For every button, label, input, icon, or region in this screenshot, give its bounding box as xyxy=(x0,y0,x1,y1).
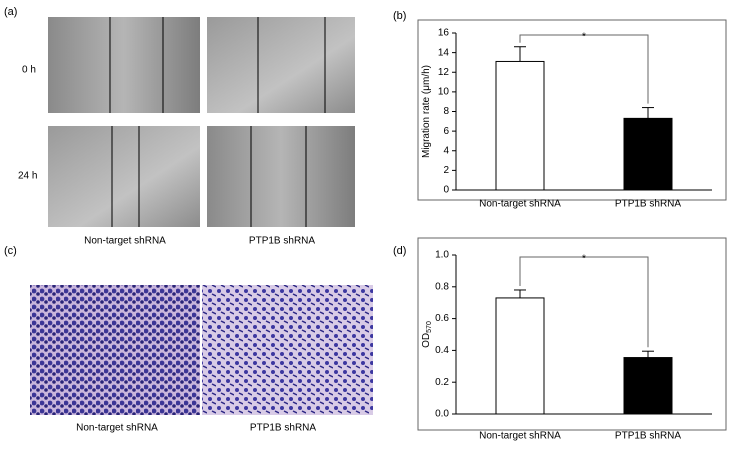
y-tick-label: 0.4 xyxy=(435,345,449,356)
panel-label: (d) xyxy=(393,245,406,257)
y-tick-label: 0.6 xyxy=(435,313,449,324)
micrograph xyxy=(48,17,200,113)
y-tick-label: 12 xyxy=(438,67,450,78)
micrograph xyxy=(207,126,355,227)
y-tick-label: 0.2 xyxy=(435,377,449,388)
micrograph xyxy=(207,17,355,113)
x-tick-label: PTP1B shRNA xyxy=(615,199,681,210)
x-tick-label: Non-target shRNA xyxy=(479,431,561,442)
micrographs xyxy=(48,17,355,227)
row-label: 0 h xyxy=(22,65,36,76)
column-label: Non-target shRNA xyxy=(76,423,158,434)
micrograph xyxy=(48,126,200,227)
y-tick-label: 10 xyxy=(438,87,450,98)
y-axis-label-text: Migration rate (μm/h) xyxy=(421,65,432,158)
column-label: PTP1B shRNA xyxy=(250,423,316,434)
row-label: 24 h xyxy=(18,171,37,182)
significance-mark: * xyxy=(582,254,586,265)
y-tick-label: 6 xyxy=(443,126,449,137)
y-tick-label: 0 xyxy=(443,185,449,196)
panel-frame xyxy=(417,237,727,431)
bar xyxy=(623,117,673,191)
panel-label: (a) xyxy=(4,6,17,18)
column-label: Non-target shRNA xyxy=(84,236,166,247)
panel-label: (b) xyxy=(393,10,406,22)
y-tick-label: 0.0 xyxy=(435,409,449,420)
bar xyxy=(495,297,545,415)
y-tick-label: 8 xyxy=(443,106,449,117)
column-label: PTP1B shRNA xyxy=(249,236,315,247)
panel-frame xyxy=(417,19,727,201)
y-tick-label: 16 xyxy=(438,28,450,39)
y-axis-label-text: OD xyxy=(421,333,432,348)
y-tick-label: 0.8 xyxy=(435,281,449,292)
y-tick-label: 4 xyxy=(443,145,449,156)
y-axis-label-subscript: 570 xyxy=(426,321,433,333)
micrograph xyxy=(30,285,200,415)
y-tick-label: 2 xyxy=(443,165,449,176)
y-tick-label: 1.0 xyxy=(435,250,449,261)
micrograph xyxy=(202,285,373,415)
significance-bracket xyxy=(519,256,649,348)
y-axis-label: OD570 xyxy=(421,321,433,348)
x-tick-label: Non-target shRNA xyxy=(479,199,561,210)
significance-mark: * xyxy=(582,32,586,43)
bar xyxy=(495,60,545,191)
panel-label: (c) xyxy=(4,245,17,257)
significance-bracket xyxy=(519,34,649,104)
y-tick-label: 14 xyxy=(438,47,450,58)
y-axis-label: Migration rate (μm/h) xyxy=(421,65,432,158)
bar xyxy=(623,357,673,415)
x-tick-label: PTP1B shRNA xyxy=(615,431,681,442)
